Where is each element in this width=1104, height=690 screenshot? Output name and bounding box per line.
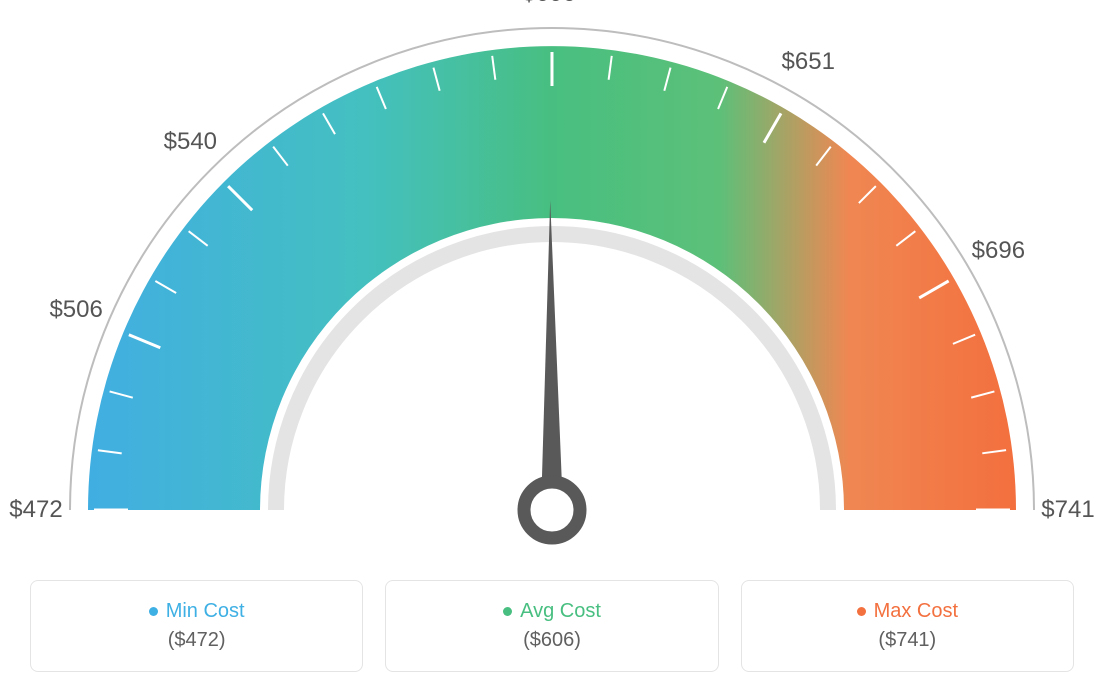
gauge-needle xyxy=(541,200,563,510)
tick-label: $540 xyxy=(164,128,217,156)
legend-dot-avg xyxy=(503,607,512,616)
legend-title-min: Min Cost xyxy=(149,600,245,623)
legend-title-avg: Avg Cost xyxy=(503,600,601,623)
gauge-hub xyxy=(524,482,580,538)
legend-label-min: Min Cost xyxy=(166,600,245,623)
legend-value-max: ($741) xyxy=(878,629,936,652)
legend-dot-min xyxy=(149,607,158,616)
legend-dot-max xyxy=(857,607,866,616)
legend-value-min: ($472) xyxy=(168,629,226,652)
tick-label: $741 xyxy=(1041,496,1094,524)
legend-card-avg: Avg Cost ($606) xyxy=(385,580,718,672)
gauge-area: $472 $506 $540 $606 $651 $696 $741 xyxy=(0,0,1104,570)
gauge-svg xyxy=(0,0,1104,570)
tick-label: $506 xyxy=(49,296,102,324)
tick-label: $696 xyxy=(972,237,1025,265)
tick-label: $651 xyxy=(782,48,835,76)
legend-card-max: Max Cost ($741) xyxy=(741,580,1074,672)
legend-card-min: Min Cost ($472) xyxy=(30,580,363,672)
tick-label: $472 xyxy=(9,496,62,524)
legend-title-max: Max Cost xyxy=(857,600,958,623)
legend-label-max: Max Cost xyxy=(874,600,958,623)
legend-label-avg: Avg Cost xyxy=(520,600,601,623)
cost-gauge-widget: $472 $506 $540 $606 $651 $696 $741 Min Cost ($… xyxy=(0,0,1104,690)
legend-value-avg: ($606) xyxy=(523,629,581,652)
tick-label: $606 xyxy=(522,0,575,8)
legend-row: Min Cost ($472) Avg Cost ($606) Max Cost… xyxy=(30,580,1074,672)
